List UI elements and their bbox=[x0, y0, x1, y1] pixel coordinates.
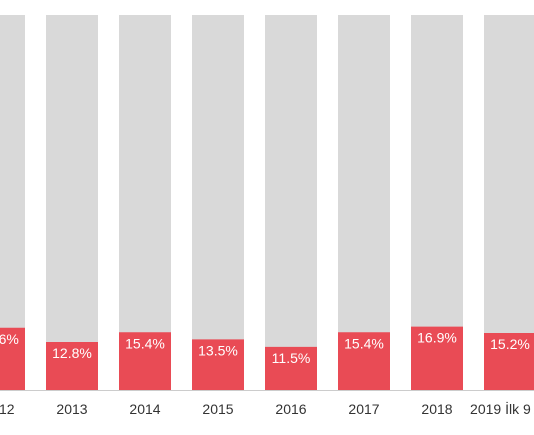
bar bbox=[265, 346, 317, 390]
value-label: 16.9% bbox=[417, 330, 457, 346]
x-tick-label: 2013 bbox=[56, 401, 87, 417]
x-tick-label: 2012 bbox=[0, 401, 15, 417]
x-tick-label: 2018 bbox=[421, 401, 452, 417]
x-tick-label: 2016 bbox=[275, 401, 306, 417]
bar-background bbox=[0, 15, 25, 390]
bar bbox=[46, 342, 98, 390]
bar-background bbox=[484, 15, 534, 390]
value-label: 15.4% bbox=[125, 335, 165, 351]
bar-background bbox=[338, 15, 390, 390]
bar bbox=[411, 326, 463, 390]
value-label: 13.5% bbox=[198, 342, 238, 358]
bar bbox=[192, 339, 244, 390]
value-label: 11.5% bbox=[272, 350, 311, 366]
value-label: 15.2% bbox=[490, 336, 530, 352]
bar bbox=[484, 333, 534, 390]
bar-background bbox=[265, 15, 317, 390]
x-tick-label: 2019 İlk 9 Ay bbox=[470, 400, 534, 417]
bar-background bbox=[119, 15, 171, 390]
value-label: 15.4% bbox=[344, 335, 384, 351]
bar bbox=[338, 332, 390, 390]
x-tick-label: 2017 bbox=[348, 401, 379, 417]
value-label: 16.6% bbox=[0, 331, 19, 347]
bar-background bbox=[46, 15, 98, 390]
bar bbox=[0, 327, 25, 390]
bar bbox=[119, 332, 171, 390]
bar-background bbox=[192, 15, 244, 390]
x-tick-label: 2014 bbox=[129, 401, 160, 417]
x-tick-label: 2015 bbox=[202, 401, 233, 417]
value-label: 12.8% bbox=[52, 345, 92, 361]
